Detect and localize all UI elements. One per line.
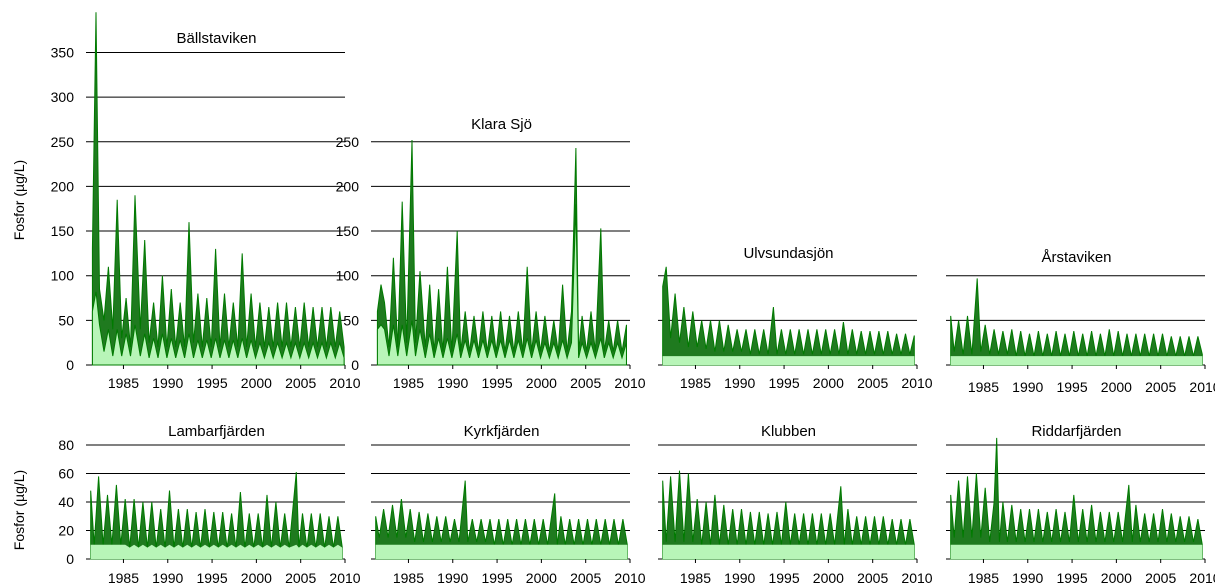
x-tick-label: 2000: [1101, 379, 1132, 395]
x-tick-label: 2010: [1189, 379, 1215, 395]
y-tick-label: 100: [336, 268, 360, 284]
y-tick-label: 0: [351, 357, 359, 373]
x-tick-label: 1985: [968, 570, 999, 586]
y-tick-label: 60: [58, 466, 74, 482]
x-tick-label: 2000: [241, 570, 272, 586]
panel-title: Lambarfjärden: [168, 423, 265, 440]
x-tick-label: 2000: [1101, 570, 1132, 586]
panel-title: Klara Sjö: [471, 116, 532, 133]
series-area: [662, 266, 915, 366]
y-tick-label: 50: [343, 312, 359, 328]
y-tick-label: 100: [51, 268, 75, 284]
x-tick-label: 1995: [481, 570, 512, 586]
x-tick-label: 2010: [614, 570, 645, 586]
y-tick-label: 300: [51, 89, 75, 105]
series-area: [91, 291, 345, 366]
x-tick-label: 2000: [813, 375, 844, 391]
series-base-area: [662, 544, 915, 559]
x-tick-label: 2010: [901, 375, 932, 391]
series-base-area: [375, 544, 628, 559]
x-tick-label: 1985: [108, 570, 139, 586]
y-tick-label: 0: [66, 357, 74, 373]
panel-title: Bällstaviken: [176, 30, 256, 47]
series-area: [376, 204, 627, 366]
x-tick-label: 2000: [526, 375, 557, 391]
x-tick-label: 2005: [570, 375, 601, 391]
x-tick-label: 2010: [1189, 570, 1215, 586]
panel-title: Ulvsundasjön: [743, 245, 833, 262]
y-tick-label: 150: [336, 223, 360, 239]
x-tick-label: 2005: [1145, 379, 1176, 395]
x-tick-label: 1990: [1012, 570, 1043, 586]
y-tick-label: 50: [58, 312, 74, 328]
series-base-area: [662, 356, 915, 365]
x-tick-label: 1985: [680, 570, 711, 586]
y-tick-label: 350: [51, 44, 75, 60]
x-tick-label: 1995: [481, 375, 512, 391]
series-area: [90, 472, 343, 560]
x-tick-label: 2000: [241, 375, 272, 391]
y-axis-label: Fosfor (µg/L): [11, 470, 27, 550]
y-tick-label: 250: [336, 134, 360, 150]
x-tick-label: 1995: [768, 570, 799, 586]
x-tick-label: 2005: [857, 375, 888, 391]
x-tick-label: 1985: [680, 375, 711, 391]
series-area: [91, 12, 345, 366]
y-tick-label: 250: [51, 134, 75, 150]
x-tick-label: 1985: [108, 375, 139, 391]
x-tick-label: 2010: [614, 375, 645, 391]
series-base-area: [950, 356, 1203, 365]
x-tick-label: 1985: [968, 379, 999, 395]
x-tick-label: 1990: [724, 375, 755, 391]
x-tick-label: 1995: [1056, 570, 1087, 586]
y-tick-label: 150: [51, 223, 75, 239]
x-tick-label: 1995: [196, 570, 227, 586]
x-tick-label: 2005: [285, 375, 316, 391]
panel-title: Klubben: [761, 423, 816, 440]
x-tick-label: 2010: [901, 570, 932, 586]
x-tick-label: 2010: [329, 375, 360, 391]
y-tick-label: 80: [58, 437, 74, 453]
series-base-area: [90, 544, 343, 559]
panel-title: Kyrkfjärden: [464, 423, 540, 440]
x-tick-label: 1995: [196, 375, 227, 391]
y-tick-label: 0: [66, 551, 74, 567]
panel-title: Riddarfjärden: [1031, 423, 1121, 440]
x-tick-label: 1985: [393, 375, 424, 391]
x-tick-label: 2005: [285, 570, 316, 586]
x-tick-label: 1990: [1012, 379, 1043, 395]
x-tick-label: 2005: [570, 570, 601, 586]
y-tick-label: 200: [336, 178, 360, 194]
panel-title: Årstaviken: [1041, 249, 1111, 266]
x-tick-label: 1995: [768, 375, 799, 391]
x-tick-label: 1990: [152, 570, 183, 586]
x-tick-label: 1995: [1056, 379, 1087, 395]
x-tick-label: 1985: [393, 570, 424, 586]
series-area: [376, 139, 627, 366]
y-tick-label: 200: [51, 178, 75, 194]
series-area: [950, 437, 1203, 560]
series-area: [950, 278, 1203, 366]
x-tick-label: 2000: [813, 570, 844, 586]
y-tick-label: 40: [58, 494, 74, 510]
x-tick-label: 1990: [437, 375, 468, 391]
y-tick-label: 20: [58, 523, 74, 539]
x-tick-label: 1990: [152, 375, 183, 391]
x-tick-label: 2010: [329, 570, 360, 586]
x-tick-label: 1990: [437, 570, 468, 586]
y-axis-label: Fosfor (µg/L): [11, 160, 27, 240]
x-tick-label: 2005: [857, 570, 888, 586]
x-tick-label: 2000: [526, 570, 557, 586]
x-tick-label: 1990: [724, 570, 755, 586]
series-base-area: [950, 544, 1203, 559]
x-tick-label: 2005: [1145, 570, 1176, 586]
